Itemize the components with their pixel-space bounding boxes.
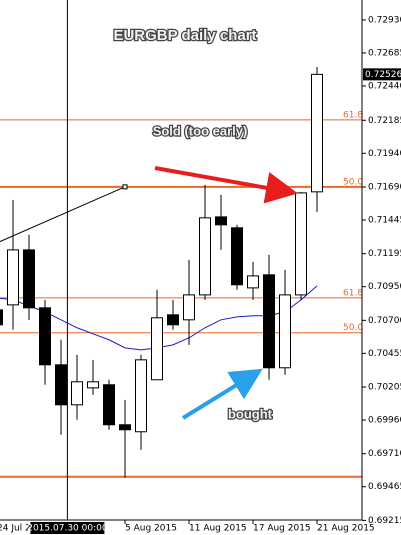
candle-body — [199, 217, 211, 296]
annotation: bought — [228, 406, 273, 421]
last-price-box — [363, 68, 401, 81]
y-tick-label: 0.71195 — [368, 249, 401, 259]
x-tick-label: 17 Aug 2015 — [253, 524, 311, 534]
y-tick-label: 0.69465 — [368, 482, 401, 492]
candle-body — [279, 294, 291, 369]
candle-body — [87, 381, 99, 389]
candle-body — [7, 249, 19, 306]
candle-body — [135, 359, 147, 433]
candle-body — [119, 424, 131, 431]
level-label: 61.8 — [343, 288, 363, 298]
y-tick-label: 0.72185 — [368, 116, 401, 126]
candle-body — [103, 384, 115, 426]
level-label: 61.8 — [343, 110, 363, 120]
candle-body — [167, 314, 179, 326]
annotation: Sold (too early) — [153, 123, 248, 138]
candle-body — [71, 381, 83, 406]
x-tick-label: 24 Jul 2015 — [0, 524, 48, 534]
last-price-label: 0.72526 — [365, 70, 401, 80]
chart-title: EURGBP daily chart — [113, 27, 256, 44]
candle-body — [55, 364, 67, 406]
y-tick-label: 0.71445 — [368, 215, 401, 225]
level-label: 50.0 — [343, 177, 363, 187]
candle-body — [263, 274, 275, 369]
candle-body — [151, 317, 163, 381]
y-tick-label: 0.70455 — [368, 349, 401, 359]
y-tick-label: 0.69215 — [368, 516, 401, 526]
candle-body — [215, 216, 227, 226]
crosshair-label: 2015.07.30 00:00 — [27, 524, 108, 534]
candle-body — [231, 227, 243, 286]
trendline — [0, 186, 126, 243]
candle-body — [23, 249, 35, 309]
candle-body — [183, 294, 195, 321]
sell-arrow — [154, 166, 298, 204]
level-label: 50.0 — [343, 323, 363, 333]
candle-body — [295, 192, 307, 296]
candle-body — [0, 309, 3, 326]
candle-body — [39, 307, 51, 366]
y-tick-label: 0.72685 — [368, 48, 401, 58]
trendline-handle — [122, 184, 128, 190]
buy-arrow — [181, 368, 263, 420]
plot-area: 61.8 50.0 61.8 50.0 — [0, 0, 363, 520]
candle-body — [247, 275, 259, 289]
candle-body — [311, 73, 323, 193]
x-tick-label: 21 Aug 2015 — [317, 524, 375, 534]
crosshair-box — [30, 522, 105, 534]
x-tick-label: 11 Aug 2015 — [189, 524, 247, 534]
x-tick-label: 5 Aug 2015 — [125, 524, 177, 534]
y-tick-label: 0.70205 — [368, 383, 401, 393]
